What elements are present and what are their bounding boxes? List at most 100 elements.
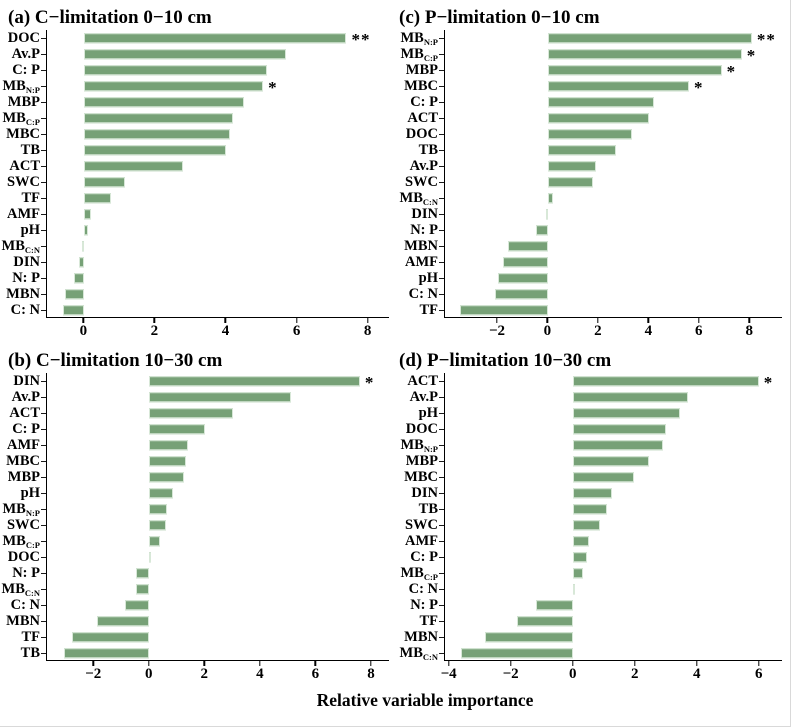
bar-track bbox=[439, 142, 782, 158]
y-axis-label: ACT bbox=[391, 111, 444, 126]
bar-row: TF bbox=[0, 190, 389, 206]
y-axis-label-text: MBC bbox=[404, 468, 438, 485]
y-axis-label: TF bbox=[391, 303, 444, 318]
y-axis-label-text: TF bbox=[419, 612, 438, 629]
plot-area: DIN * Av.P ACT C: P AMF MBC MBP pH MBN:P SWC MBC:P D… bbox=[0, 373, 389, 661]
y-tick bbox=[41, 397, 46, 399]
y-axis-label-text: DOC bbox=[7, 29, 40, 46]
y-tick bbox=[439, 429, 444, 431]
bar-row: SWC bbox=[0, 174, 389, 190]
bar-track bbox=[41, 126, 389, 142]
bar-row: C: P bbox=[391, 549, 782, 565]
y-tick bbox=[41, 70, 46, 72]
x-tick bbox=[509, 661, 512, 666]
y-tick bbox=[439, 557, 444, 559]
bar-row: N: P bbox=[0, 565, 389, 581]
bar bbox=[96, 616, 150, 626]
plot-area: DOC ** Av.P C: P MBN:P * MBP MBC:P MBC TB ACT SWC TF… bbox=[0, 30, 389, 318]
bar-track: * bbox=[41, 78, 389, 96]
x-axis: 0 2 4 6 8 bbox=[46, 318, 389, 345]
y-axis-label: MBP bbox=[0, 95, 46, 110]
bar-track bbox=[41, 142, 389, 158]
y-axis-label: DOC bbox=[0, 550, 46, 565]
x-tick-label: 2 bbox=[630, 666, 639, 682]
bar-track bbox=[439, 421, 782, 437]
x-axis-line bbox=[444, 659, 782, 661]
y-axis-label: ACT bbox=[0, 406, 46, 421]
bar-track bbox=[439, 549, 782, 565]
y-tick bbox=[439, 397, 444, 399]
y-tick bbox=[439, 134, 444, 136]
y-tick bbox=[439, 509, 444, 511]
bar-row: AMF bbox=[0, 206, 389, 222]
y-tick bbox=[41, 573, 46, 575]
y-axis-label: MBN bbox=[391, 239, 444, 254]
y-axis-label: TB bbox=[0, 646, 46, 661]
bar bbox=[545, 209, 549, 219]
bar bbox=[573, 456, 650, 466]
bar-row: Av.P bbox=[0, 389, 389, 405]
y-axis-label-text: AMF bbox=[6, 205, 40, 222]
bar bbox=[573, 536, 589, 546]
y-axis-label-text: DIN bbox=[411, 484, 438, 501]
bar-row: C: N bbox=[391, 286, 782, 302]
x-tick-label: 4 bbox=[221, 323, 230, 339]
bar bbox=[84, 33, 347, 43]
panel-b: (b) C−limitation 10−30 cm DIN * Av.P ACT C: P… bbox=[0, 345, 391, 688]
panels-grid: (a) C−limitation 0−10 cm DOC ** Av.P C: P MBN… bbox=[0, 2, 790, 688]
bar-row: SWC bbox=[391, 517, 782, 533]
bar-track bbox=[439, 453, 782, 469]
bar-track bbox=[41, 389, 389, 405]
bar-row: N: P bbox=[0, 270, 389, 286]
y-axis-label-text: pH bbox=[20, 221, 40, 238]
y-tick bbox=[41, 230, 46, 232]
y-axis-label: MBC bbox=[391, 79, 444, 94]
bar-track bbox=[41, 565, 389, 581]
y-axis-label: C: P bbox=[391, 550, 444, 565]
y-axis-label: C: N bbox=[391, 582, 444, 597]
y-tick bbox=[41, 605, 46, 607]
bar bbox=[573, 520, 600, 530]
bar-track bbox=[439, 302, 782, 318]
bar-track: * bbox=[439, 62, 782, 80]
bar-row: TB bbox=[0, 645, 389, 661]
y-axis-label: MBN bbox=[391, 630, 444, 645]
y-tick bbox=[439, 118, 444, 120]
y-axis-label-text: Av.P bbox=[409, 157, 438, 174]
y-axis-label-text: TB bbox=[418, 500, 438, 517]
y-axis-label-text: MBN bbox=[404, 237, 438, 254]
y-axis-label-text: pH bbox=[20, 484, 40, 501]
x-tick bbox=[314, 661, 317, 666]
y-axis-label: N: P bbox=[391, 223, 444, 238]
y-axis-label-text: C: P bbox=[410, 93, 438, 110]
y-tick bbox=[41, 38, 46, 40]
x-tick-label: 0 bbox=[543, 323, 552, 339]
y-axis-label: TF bbox=[391, 614, 444, 629]
y-axis-label-subscript: N:P bbox=[25, 84, 40, 95]
x-tick bbox=[496, 318, 498, 323]
y-axis-label-text: ACT bbox=[9, 157, 40, 174]
y-axis-label: Av.P bbox=[0, 47, 46, 62]
y-tick bbox=[41, 262, 46, 264]
y-axis-label-subscript: C:N bbox=[24, 587, 40, 598]
y-axis-label-text: N: P bbox=[410, 221, 438, 238]
bar-row: DOC bbox=[391, 126, 782, 142]
bar-row: N: P bbox=[391, 597, 782, 613]
bar-row: pH bbox=[0, 222, 389, 238]
bar-row: MBC:N bbox=[0, 581, 389, 597]
panel-title: (a) C−limitation 0−10 cm bbox=[8, 7, 212, 28]
y-tick bbox=[439, 381, 444, 383]
y-axis-label-text: MB bbox=[2, 500, 26, 517]
bar bbox=[149, 472, 184, 482]
y-tick bbox=[41, 166, 46, 168]
bar-track bbox=[439, 389, 782, 405]
bar-track: * bbox=[41, 373, 389, 391]
panel-title: (b) C−limitation 10−30 cm bbox=[8, 350, 223, 371]
x-tick-label: 8 bbox=[363, 323, 372, 339]
y-axis-label: MBN:P bbox=[391, 31, 444, 47]
y-axis-label: SWC bbox=[0, 175, 46, 190]
y-axis-label-text: MBC bbox=[6, 452, 40, 469]
y-tick bbox=[439, 198, 444, 200]
bar-track bbox=[439, 206, 782, 222]
bar-row: DIN bbox=[0, 254, 389, 270]
